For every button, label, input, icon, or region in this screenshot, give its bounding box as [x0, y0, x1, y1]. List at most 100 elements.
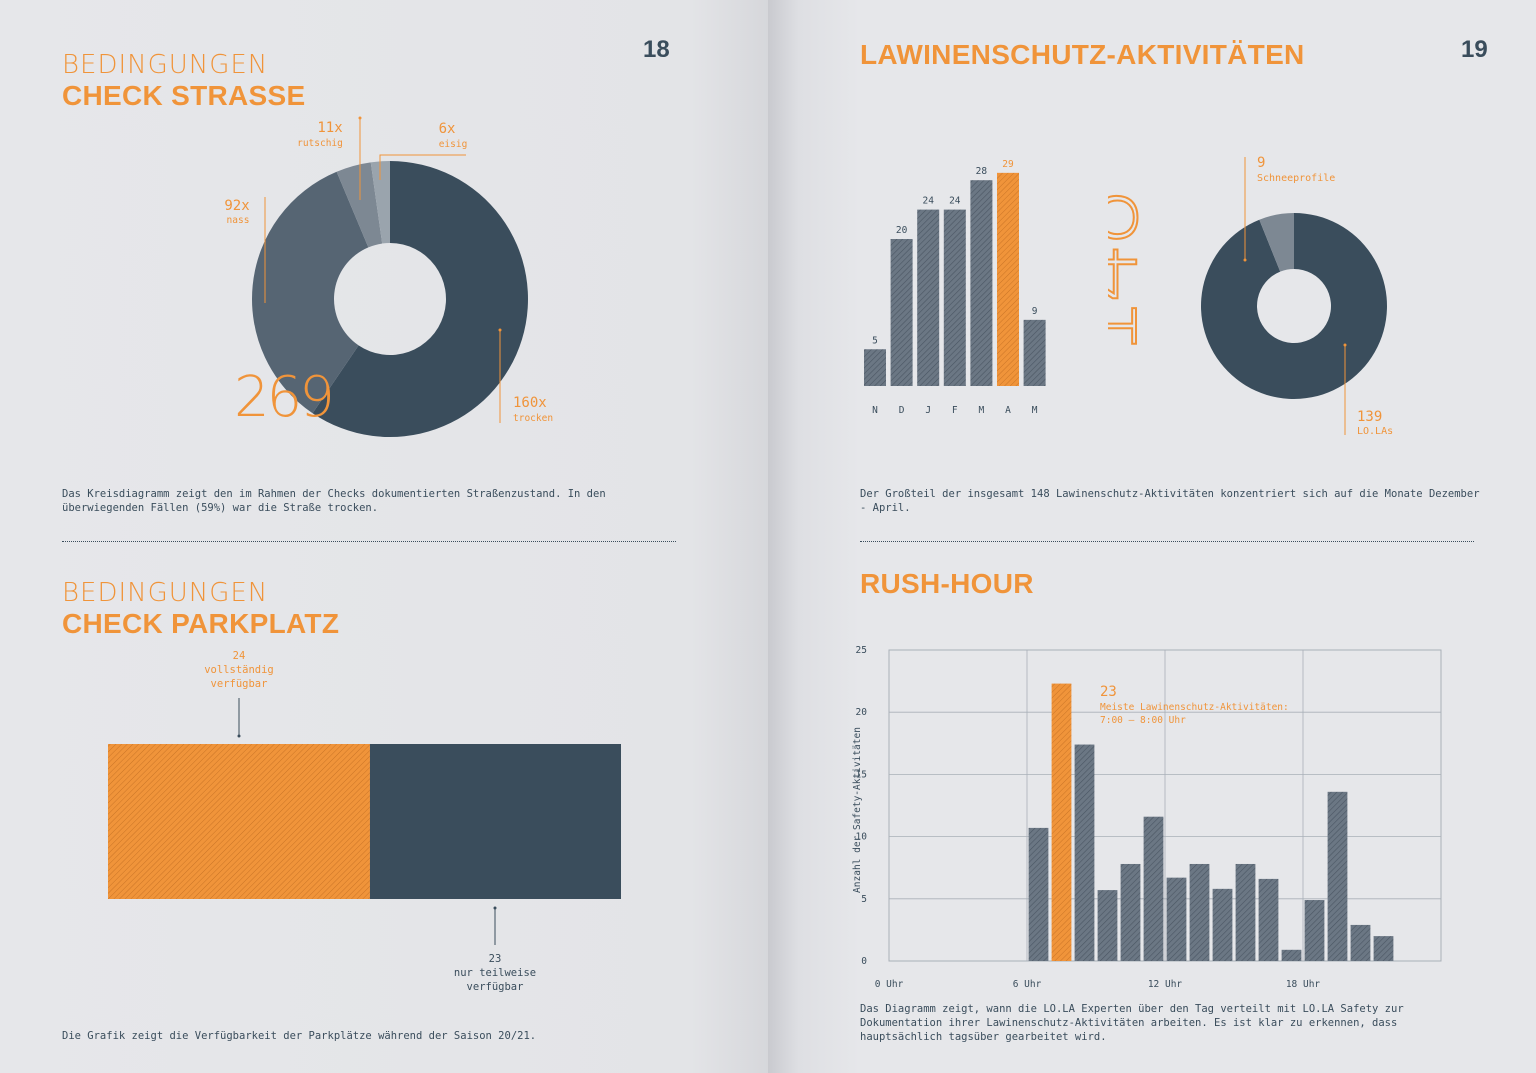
- month-bar-value: 20: [896, 225, 908, 236]
- page-18: 18 BEDINGUNGEN CHECK STRASSE 11x rutschi…: [0, 0, 768, 1073]
- rush-annotation-value: 23: [1100, 684, 1117, 700]
- section-divider: [62, 541, 676, 542]
- rush-hour-chart: 0 5 10 15 20 25 0 Uhr 6 Uhr 12 Uhr 18 Uhr Anzahl …: [852, 645, 1442, 990]
- month-tick-label: A: [1005, 405, 1011, 416]
- month-bar-value: 24: [949, 196, 961, 207]
- eisig-count: 6x: [439, 121, 456, 137]
- rush-bar: [1028, 827, 1049, 961]
- avalanche-caption-line-1: Der Großteil der insgesamt 148 Lawinensc…: [860, 488, 1480, 500]
- page-19: 19 LAWINENSCHUTZ-AKTIVITÄTEN 5 N 20 D 24 J 24 F…: [768, 0, 1536, 1073]
- trocken-count: 160x: [513, 395, 547, 411]
- month-tick-label: N: [872, 405, 878, 416]
- month-bar-value: 5: [872, 335, 878, 346]
- rush-bar: [1258, 878, 1279, 961]
- month-bar-value: 24: [922, 196, 934, 207]
- month-bars: 5 N 20 D 24 J 24 F 28 M 29 A 9 M: [864, 159, 1046, 416]
- nass-count: 92x: [224, 198, 249, 214]
- parking-bar-chart: [108, 698, 621, 945]
- parking-full-leader-dot: [237, 734, 241, 738]
- parking-partial-label-2: verfügbar: [466, 981, 524, 993]
- nass-label: nass: [227, 215, 250, 226]
- parking-bar-partial: [369, 744, 621, 899]
- month-tick-label: F: [952, 405, 958, 416]
- month-bar: [997, 172, 1019, 386]
- rush-bar: [1051, 683, 1072, 961]
- rush-bar: [1350, 924, 1371, 961]
- month-tick-label: M: [1032, 405, 1038, 416]
- rush-bar: [1166, 877, 1187, 961]
- parking-partial-count: 23: [488, 953, 502, 965]
- month-bar: [970, 180, 993, 386]
- street-caption-line-2: überwiegenden Fällen (59%) war die Straß…: [62, 502, 379, 514]
- rush-bar: [1235, 863, 1256, 961]
- donut-slice-rutschig: [336, 162, 383, 248]
- rush-bar: [1143, 816, 1164, 961]
- schneeprofile-count: 9: [1257, 155, 1265, 171]
- parking-full-count: 24: [232, 650, 246, 662]
- rush-bar: [1304, 900, 1325, 961]
- rush-bar: [1212, 888, 1233, 961]
- avalanche-month-chart: 5 N 20 D 24 J 24 F 28 M 29 A 9 M: [864, 159, 1046, 416]
- aval-total: 148: [1108, 193, 1159, 358]
- lolas-label: LO.LAs: [1357, 426, 1393, 437]
- rush-grid: [888, 649, 1442, 962]
- street-donut: [252, 161, 528, 438]
- parking-title-light: BEDINGUNGEN: [62, 578, 269, 608]
- street-caption-line-1: Das Kreisdiagramm zeigt den im Rahmen de…: [62, 488, 606, 500]
- month-bar: [1023, 319, 1046, 386]
- page-number: 19: [1461, 36, 1488, 63]
- rush-x-tick: 0 Uhr: [875, 979, 904, 990]
- schneeprofile-label: Schneeprofile: [1257, 173, 1335, 184]
- parking-full-annotation: 24 vollständig verfügbar: [189, 649, 289, 691]
- month-tick-label: J: [925, 405, 931, 416]
- parking-bar-full: [108, 744, 370, 899]
- donut-slice-lo-las: [1201, 213, 1387, 399]
- rush-y-tick: 25: [856, 645, 867, 656]
- parking-full-label-2: verfügbar: [210, 678, 268, 690]
- aval-donut: [1201, 213, 1387, 399]
- rush-caption: Das Diagramm zeigt, wann die LO.LA Exper…: [860, 1002, 1500, 1044]
- rush-caption-line-1: Das Diagramm zeigt, wann die LO.LA Exper…: [860, 1003, 1404, 1015]
- rutschig-count: 11x: [317, 120, 342, 136]
- month-bar-value: 28: [976, 166, 988, 177]
- trocken-leader-dot: [498, 328, 502, 332]
- eisig-label: eisig: [439, 139, 468, 150]
- rush-x-tick: 6 Uhr: [1013, 979, 1042, 990]
- avalanche-caption: Der Großteil der insgesamt 148 Lawinensc…: [860, 487, 1510, 515]
- month-bar: [943, 209, 966, 386]
- aval-total-rotated: 148: [1108, 192, 1160, 359]
- rush-bar: [1097, 890, 1118, 961]
- street-title-bold: CHECK STRASSE: [62, 80, 306, 111]
- rush-y-tick: 10: [856, 832, 868, 843]
- street-total: 269: [234, 365, 332, 430]
- section-divider: [860, 541, 1474, 542]
- rush-bar: [1373, 936, 1394, 961]
- month-bar: [864, 349, 886, 386]
- lolas-count: 139: [1357, 409, 1382, 425]
- month-bar: [917, 209, 940, 386]
- parking-partial-annotation: 23 nur teilweise verfügbar: [435, 952, 555, 994]
- rush-bars: [1028, 683, 1394, 961]
- donut-slice-schneeprofile: [1259, 213, 1294, 272]
- schneeprofile-leader-dot: [1243, 258, 1247, 262]
- month-tick-label: M: [979, 405, 985, 416]
- rush-annotation-line-1: Meiste Lawinenschutz-Aktivitäten:: [1100, 702, 1289, 713]
- parking-caption: Die Grafik zeigt die Verfügbarkeit der P…: [62, 1030, 537, 1042]
- trocken-label: trocken: [513, 413, 553, 424]
- avalanche-donut-chart: 148 9 Schneeprofile 139 LO.LAs: [1108, 155, 1393, 437]
- donut-slice-eisig: [370, 161, 390, 244]
- rush-title: RUSH-HOUR: [860, 568, 1034, 599]
- parking-partial-label-1: nur teilweise: [453, 967, 537, 979]
- parking-bars: [108, 744, 621, 899]
- donut-slice-nass: [252, 171, 369, 414]
- rush-bar: [1074, 744, 1095, 961]
- rutschig-label: rutschig: [297, 138, 343, 149]
- page-number: 18: [643, 36, 670, 63]
- rush-ylabel-group: Anzahl der Safety-Aktivitäten: [852, 727, 863, 893]
- avalanche-caption-line-2: - April.: [860, 502, 911, 514]
- rush-bar: [1120, 863, 1141, 961]
- eisig-leader: [379, 154, 466, 180]
- rush-x-tick: 18 Uhr: [1286, 979, 1321, 990]
- street-donut-chart: 11x rutschig 6x eisig 92x nass 160x troc…: [224, 116, 553, 438]
- month-bar-value: 29: [1002, 159, 1014, 170]
